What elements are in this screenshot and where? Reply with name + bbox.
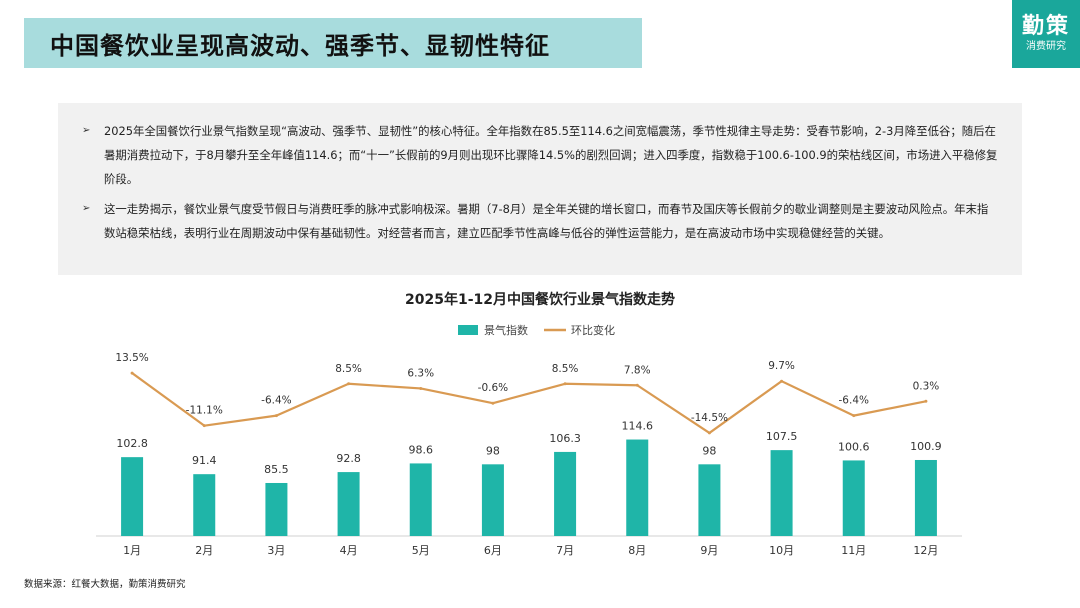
line-point xyxy=(202,424,206,428)
legend-swatch-bars xyxy=(458,325,478,335)
bar-value-label: 114.6 xyxy=(622,420,654,433)
line-point xyxy=(491,401,495,405)
summary-box: ➢ 2025年全国餐饮行业景气指数呈现“高波动、强季节、显韧性”的核心特征。全年… xyxy=(58,103,1022,275)
line-point xyxy=(274,414,278,418)
line-value-label: 6.3% xyxy=(407,367,434,379)
x-tick-label: 11月 xyxy=(841,544,866,557)
summary-bullet: ➢ 2025年全国餐饮行业景气指数呈现“高波动、强季节、显韧性”的核心特征。全年… xyxy=(82,119,998,191)
x-tick-label: 8月 xyxy=(628,544,646,557)
x-tick-label: 6月 xyxy=(484,544,502,557)
line-value-label: -6.4% xyxy=(261,395,291,407)
x-tick-label: 10月 xyxy=(769,544,794,557)
x-tick-label: 7月 xyxy=(556,544,574,557)
line-value-label: -14.5% xyxy=(691,412,728,424)
x-tick-label: 12月 xyxy=(913,544,938,557)
line-value-label: 8.5% xyxy=(552,363,579,375)
bar xyxy=(265,482,288,536)
line-point xyxy=(852,414,856,418)
line-point xyxy=(635,383,639,387)
bar-value-label: 100.9 xyxy=(910,440,942,453)
line-value-label: -11.1% xyxy=(186,405,223,417)
chart-area: 2025年1-12月中国餐饮行业景气指数走势景气指数 环比变化 102.8 91.4 8… xyxy=(0,284,1080,574)
line-value-label: 0.3% xyxy=(913,380,940,392)
x-tick-label: 5月 xyxy=(412,544,430,557)
arrow-bullet-icon: ➢ xyxy=(82,203,91,214)
arrow-bullet-icon: ➢ xyxy=(82,125,91,136)
bar-value-label: 106.3 xyxy=(549,432,581,445)
line-value-label: 13.5% xyxy=(115,352,148,364)
bar-value-label: 100.6 xyxy=(838,440,870,453)
bar-value-label: 98 xyxy=(702,444,716,457)
x-tick-label: 3月 xyxy=(267,544,285,557)
mom-change-line xyxy=(131,372,927,435)
bar xyxy=(842,460,865,536)
line-point xyxy=(130,371,134,375)
title-banner: 中国餐饮业呈现高波动、强季节、显韧性特征 xyxy=(24,18,642,68)
legend-label-bars: 景气指数 xyxy=(484,323,528,337)
summary-bullet: ➢ 这一走势揭示，餐饮业景气度受节假日与消费旺季的脉冲式影响极深。暑期（7-8月… xyxy=(82,197,998,245)
line-value-label: -0.6% xyxy=(478,382,508,394)
line-value-label: 9.7% xyxy=(768,360,795,372)
line-point xyxy=(707,431,711,435)
bar xyxy=(914,459,937,536)
bar xyxy=(698,464,721,536)
bar xyxy=(193,474,216,536)
bar xyxy=(770,450,793,536)
line-value-label: 7.8% xyxy=(624,364,651,376)
bar-value-label: 85.5 xyxy=(264,463,289,476)
legend-label-line: 环比变化 xyxy=(571,323,615,337)
line-point xyxy=(780,379,784,383)
line-value-label: -6.4% xyxy=(839,395,869,407)
x-tick-label: 2月 xyxy=(195,544,213,557)
line-point xyxy=(563,382,567,386)
summary-text: 这一走势揭示，餐饮业景气度受节假日与消费旺季的脉冲式影响极深。暑期（7-8月）是… xyxy=(104,202,989,240)
bar-value-label: 107.5 xyxy=(766,430,798,443)
bar-value-label: 91.4 xyxy=(192,454,217,467)
bar-value-label: 102.8 xyxy=(116,437,148,450)
logo-name: 勤策 xyxy=(1021,14,1070,39)
bar xyxy=(409,463,432,536)
bar-value-label: 92.8 xyxy=(336,452,361,465)
summary-text: 2025年全国餐饮行业景气指数呈现“高波动、强季节、显韧性”的核心特征。全年指数… xyxy=(104,124,998,186)
chart-title: 2025年1-12月中国餐饮行业景气指数走势 xyxy=(405,291,675,308)
logo-subtitle: 消费研究 xyxy=(1026,41,1066,52)
bar xyxy=(554,451,577,536)
x-tick-label: 4月 xyxy=(340,544,358,557)
data-source: 数据来源：红餐大数据，勤策消费研究 xyxy=(24,579,186,590)
page-title: 中国餐饮业呈现高波动、强季节、显韧性特征 xyxy=(50,31,550,60)
bar xyxy=(337,472,360,536)
line-value-label: 8.5% xyxy=(335,363,362,375)
x-tick-label: 1月 xyxy=(123,544,141,557)
bar xyxy=(121,457,144,536)
line-point xyxy=(347,382,351,386)
x-tick-label: 9月 xyxy=(700,544,718,557)
line-point xyxy=(419,386,423,390)
bar xyxy=(626,439,649,536)
line-point xyxy=(924,399,928,403)
bar xyxy=(481,464,504,536)
bar-value-label: 98.6 xyxy=(409,443,434,456)
bar-value-label: 98 xyxy=(486,444,500,457)
brand-logo: 勤策 消费研究 xyxy=(1012,0,1080,68)
